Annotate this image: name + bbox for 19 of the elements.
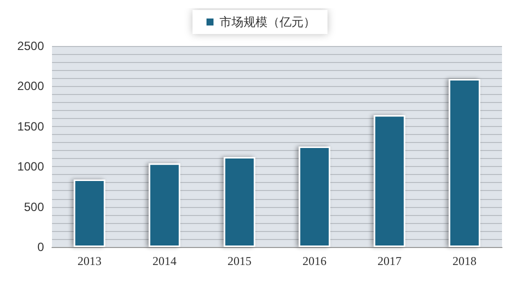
y-tick-label: 2000	[17, 79, 44, 94]
y-tick-label: 0	[37, 240, 44, 254]
bar	[148, 163, 180, 247]
bar	[448, 78, 480, 247]
bar	[224, 156, 256, 247]
bar	[298, 146, 330, 247]
x-tick-label: 2016	[302, 254, 326, 268]
x-tick-label: 2017	[378, 254, 402, 268]
legend-label: 市场规模（亿元）	[220, 15, 316, 29]
y-tick-label: 1500	[17, 119, 44, 134]
x-tick-label: 2015	[228, 254, 252, 268]
x-tick-label: 2014	[152, 254, 176, 268]
bar	[74, 179, 106, 247]
x-tick-label: 2018	[452, 254, 476, 268]
y-tick-label: 500	[24, 200, 44, 214]
y-tick-label: 1000	[17, 160, 44, 174]
y-tick-label: 2500	[17, 39, 44, 53]
x-tick-label: 2013	[78, 254, 102, 268]
bar	[374, 115, 406, 247]
